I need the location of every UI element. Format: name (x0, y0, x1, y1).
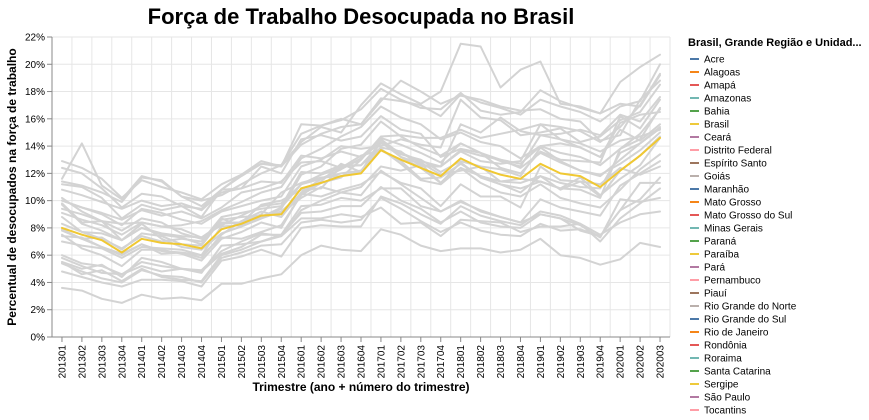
legend-label: Rio Grande do Sul (704, 315, 786, 326)
series-line-bahia (61, 53, 661, 220)
legend-label: Alagoas (704, 68, 740, 79)
y-tick-label: 20% (25, 60, 45, 71)
x-tick-label: 201403 (177, 345, 188, 379)
chart-title: Força de Trabalho Desocupada no Brasil (148, 4, 575, 29)
legend: Brasil, Grande Região e Unidad... Acre Al… (688, 37, 862, 417)
legend-label: Minas Gerais (704, 224, 763, 235)
y-tick-label: 22% (25, 33, 45, 44)
y-tick-label: 16% (25, 114, 45, 125)
x-tick-label: 201504 (277, 345, 288, 379)
legend-label: Mato Grosso do Sul (704, 211, 792, 222)
y-tick-label: 10% (25, 196, 45, 207)
legend-label: São Paulo (704, 393, 751, 404)
y-tick-label: 6% (31, 251, 46, 262)
x-tick-label: 201601 (297, 345, 308, 379)
y-axis: 0% 2% 4% 6% 8% 10% 12% 14% 16% 18% 20% 22% (25, 33, 53, 344)
series-line-distrito-federal (61, 131, 661, 212)
x-tick-label: 201303 (97, 345, 108, 379)
series-line-sergipe (61, 83, 661, 227)
legend-title: Brasil, Grande Região e Unidad... (688, 37, 862, 49)
x-tick-label: 201404 (197, 345, 208, 379)
y-tick-label: 8% (31, 223, 46, 234)
legend-label: Roraima (704, 354, 742, 365)
series-line-goi-s (61, 160, 661, 276)
y-tick-label: 0% (31, 333, 46, 344)
legend-label: Maranhão (704, 185, 749, 196)
series-line-piau- (61, 123, 661, 251)
x-tick-label: 201804 (516, 345, 527, 379)
legend-label: Pernambuco (704, 276, 761, 287)
y-tick-label: 12% (25, 169, 45, 180)
x-tick-label: 201904 (596, 345, 607, 379)
legend-label: Amapá (704, 81, 736, 92)
x-tick-label: 201302 (77, 345, 88, 379)
series-line-rio-de-janeiro (61, 72, 661, 257)
series-line-rond-nia (61, 181, 661, 278)
legend-label: Espírito Santo (704, 159, 767, 170)
x-tick-label: 201802 (476, 345, 487, 379)
legend-label: Rio Grande do Norte (704, 302, 797, 313)
x-tick-label: 201602 (317, 345, 328, 379)
legend-label: Bahia (704, 107, 730, 118)
legend-label: Brasil (704, 120, 729, 131)
legend-label: Tocantins (704, 406, 746, 417)
series-line-santa-catarina (61, 228, 661, 304)
x-tick-label: 201801 (456, 345, 467, 379)
legend-label: Pará (704, 263, 726, 274)
series-line-amap- (61, 42, 661, 202)
series-line-para-ba (61, 106, 661, 221)
legend-label: Paraíba (704, 250, 739, 261)
series-line-mato-grosso-do-sul (61, 176, 661, 284)
x-tick-label: 201702 (396, 345, 407, 379)
series-line-amazonas (61, 105, 661, 228)
x-tick-label: 201701 (376, 345, 387, 379)
series-line-pernambuco (61, 79, 661, 218)
x-tick-label: 202003 (656, 345, 667, 379)
y-tick-label: 14% (25, 142, 45, 153)
legend-label: Amazonas (704, 94, 751, 105)
y-axis-title: Percentual de desocupados na força de tr… (5, 48, 19, 325)
x-tick-label: 201704 (436, 345, 447, 379)
x-tick-label: 201803 (496, 345, 507, 379)
legend-label: Rio de Janeiro (704, 328, 769, 339)
legend-label: Ceará (704, 133, 732, 144)
series-line-brasil (61, 136, 661, 254)
legend-label: Paraná (704, 237, 737, 248)
series-line-rio-grande-do-norte (61, 98, 661, 208)
y-tick-label: 2% (31, 305, 46, 316)
series-line-paran- (61, 195, 661, 288)
legend-label: Acre (704, 55, 725, 66)
x-tick-label: 201503 (257, 345, 268, 379)
x-tick-label: 201901 (536, 345, 547, 379)
legend-label: Rondônia (704, 341, 747, 352)
x-tick-label: 202001 (616, 345, 627, 379)
x-tick-label: 201903 (576, 345, 587, 379)
series-line-tocantins (61, 165, 661, 268)
x-axis: 201301 201302 201303 201304 201401 201402 2014… (52, 336, 670, 379)
x-tick-label: 201402 (157, 345, 168, 379)
legend-label: Goiás (704, 172, 730, 183)
x-tick-label: 201902 (556, 345, 567, 379)
series-lines (61, 42, 661, 304)
y-tick-label: 18% (25, 87, 45, 98)
x-tick-label: 201703 (416, 345, 427, 379)
x-tick-label: 202002 (636, 345, 647, 379)
x-tick-label: 201401 (137, 345, 148, 379)
x-tick-label: 201604 (357, 345, 368, 379)
series-line-s-o-paulo (61, 126, 661, 250)
legend-label: Santa Catarina (704, 367, 771, 378)
legend-label: Distrito Federal (704, 146, 772, 157)
legend-label: Piauí (704, 289, 727, 300)
x-tick-label: 201603 (337, 345, 348, 379)
legend-label: Sergipe (704, 380, 739, 391)
legend-label: Mato Grosso (704, 198, 762, 209)
x-tick-label: 201502 (237, 345, 248, 379)
series-line-rio-grande-do-sul (61, 187, 661, 276)
x-tick-label: 201304 (117, 345, 128, 379)
y-tick-label: 4% (31, 278, 46, 289)
x-axis-title: Trimestre (ano + número do trimestre) (252, 380, 469, 394)
x-tick-label: 201501 (217, 345, 228, 379)
x-tick-label: 201301 (57, 345, 68, 379)
